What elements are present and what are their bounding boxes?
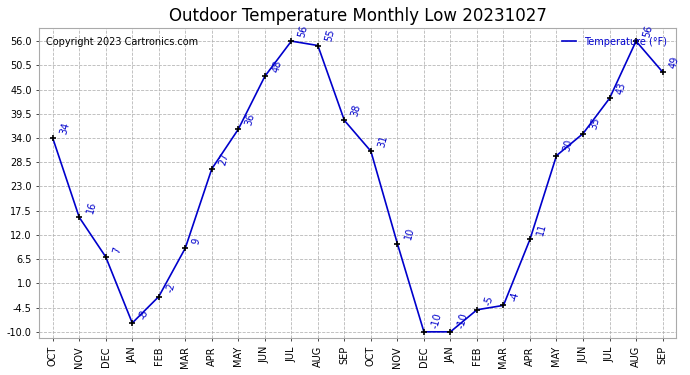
Text: 27: 27	[217, 152, 230, 166]
Text: 11: 11	[535, 222, 549, 237]
Text: 7: 7	[111, 246, 123, 254]
Text: -2: -2	[164, 282, 177, 294]
Text: 10: 10	[403, 226, 416, 241]
Text: 49: 49	[668, 55, 681, 69]
Text: 16: 16	[85, 200, 97, 214]
Text: 48: 48	[270, 59, 283, 74]
Text: 34: 34	[58, 121, 71, 135]
Text: -4: -4	[509, 291, 521, 303]
Text: 30: 30	[562, 138, 575, 153]
Text: 38: 38	[350, 103, 363, 118]
Text: 9: 9	[191, 237, 202, 245]
Text: -5: -5	[482, 295, 495, 307]
Legend: Temperature (°F): Temperature (°F)	[558, 33, 671, 51]
Text: 31: 31	[377, 134, 389, 148]
Text: 36: 36	[244, 112, 257, 126]
Text: 56: 56	[642, 24, 654, 38]
Text: -10: -10	[429, 311, 443, 329]
Text: 56: 56	[297, 24, 310, 38]
Title: Outdoor Temperature Monthly Low 20231027: Outdoor Temperature Monthly Low 20231027	[168, 7, 546, 25]
Text: Copyright 2023 Cartronics.com: Copyright 2023 Cartronics.com	[46, 37, 198, 47]
Text: 35: 35	[589, 116, 602, 131]
Text: -10: -10	[456, 311, 470, 329]
Text: 55: 55	[324, 28, 336, 43]
Text: -8: -8	[138, 308, 150, 320]
Text: 43: 43	[615, 81, 628, 96]
